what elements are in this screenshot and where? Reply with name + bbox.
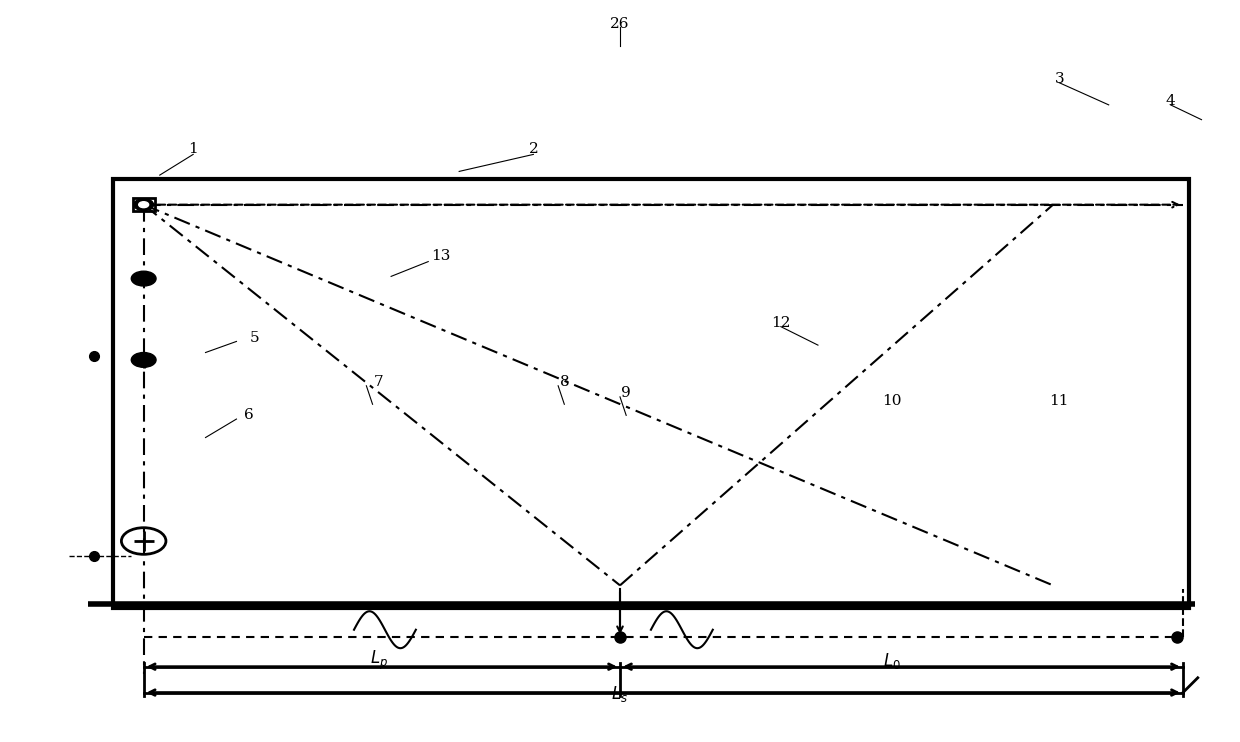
Text: 5: 5 xyxy=(250,331,260,345)
Text: 12: 12 xyxy=(771,316,791,330)
Circle shape xyxy=(131,352,156,367)
Text: 6: 6 xyxy=(244,408,254,422)
Text: 13: 13 xyxy=(432,249,450,263)
Text: 7: 7 xyxy=(374,375,383,389)
Text: 26: 26 xyxy=(610,16,630,30)
Circle shape xyxy=(134,199,154,211)
Text: 9: 9 xyxy=(621,386,631,400)
Text: $L_0$: $L_0$ xyxy=(883,651,901,671)
Text: 11: 11 xyxy=(1049,393,1069,407)
Circle shape xyxy=(139,202,149,208)
Text: 8: 8 xyxy=(559,375,569,389)
Text: 10: 10 xyxy=(883,393,901,407)
FancyBboxPatch shape xyxy=(113,179,1189,608)
Text: 1: 1 xyxy=(188,142,198,157)
Text: $L_s$: $L_s$ xyxy=(611,684,629,704)
Text: 3: 3 xyxy=(1054,72,1064,86)
Text: 2: 2 xyxy=(528,142,538,157)
FancyBboxPatch shape xyxy=(133,198,155,211)
Text: $L_p$: $L_p$ xyxy=(370,649,388,672)
Text: 4: 4 xyxy=(1166,94,1176,108)
Circle shape xyxy=(131,272,156,286)
